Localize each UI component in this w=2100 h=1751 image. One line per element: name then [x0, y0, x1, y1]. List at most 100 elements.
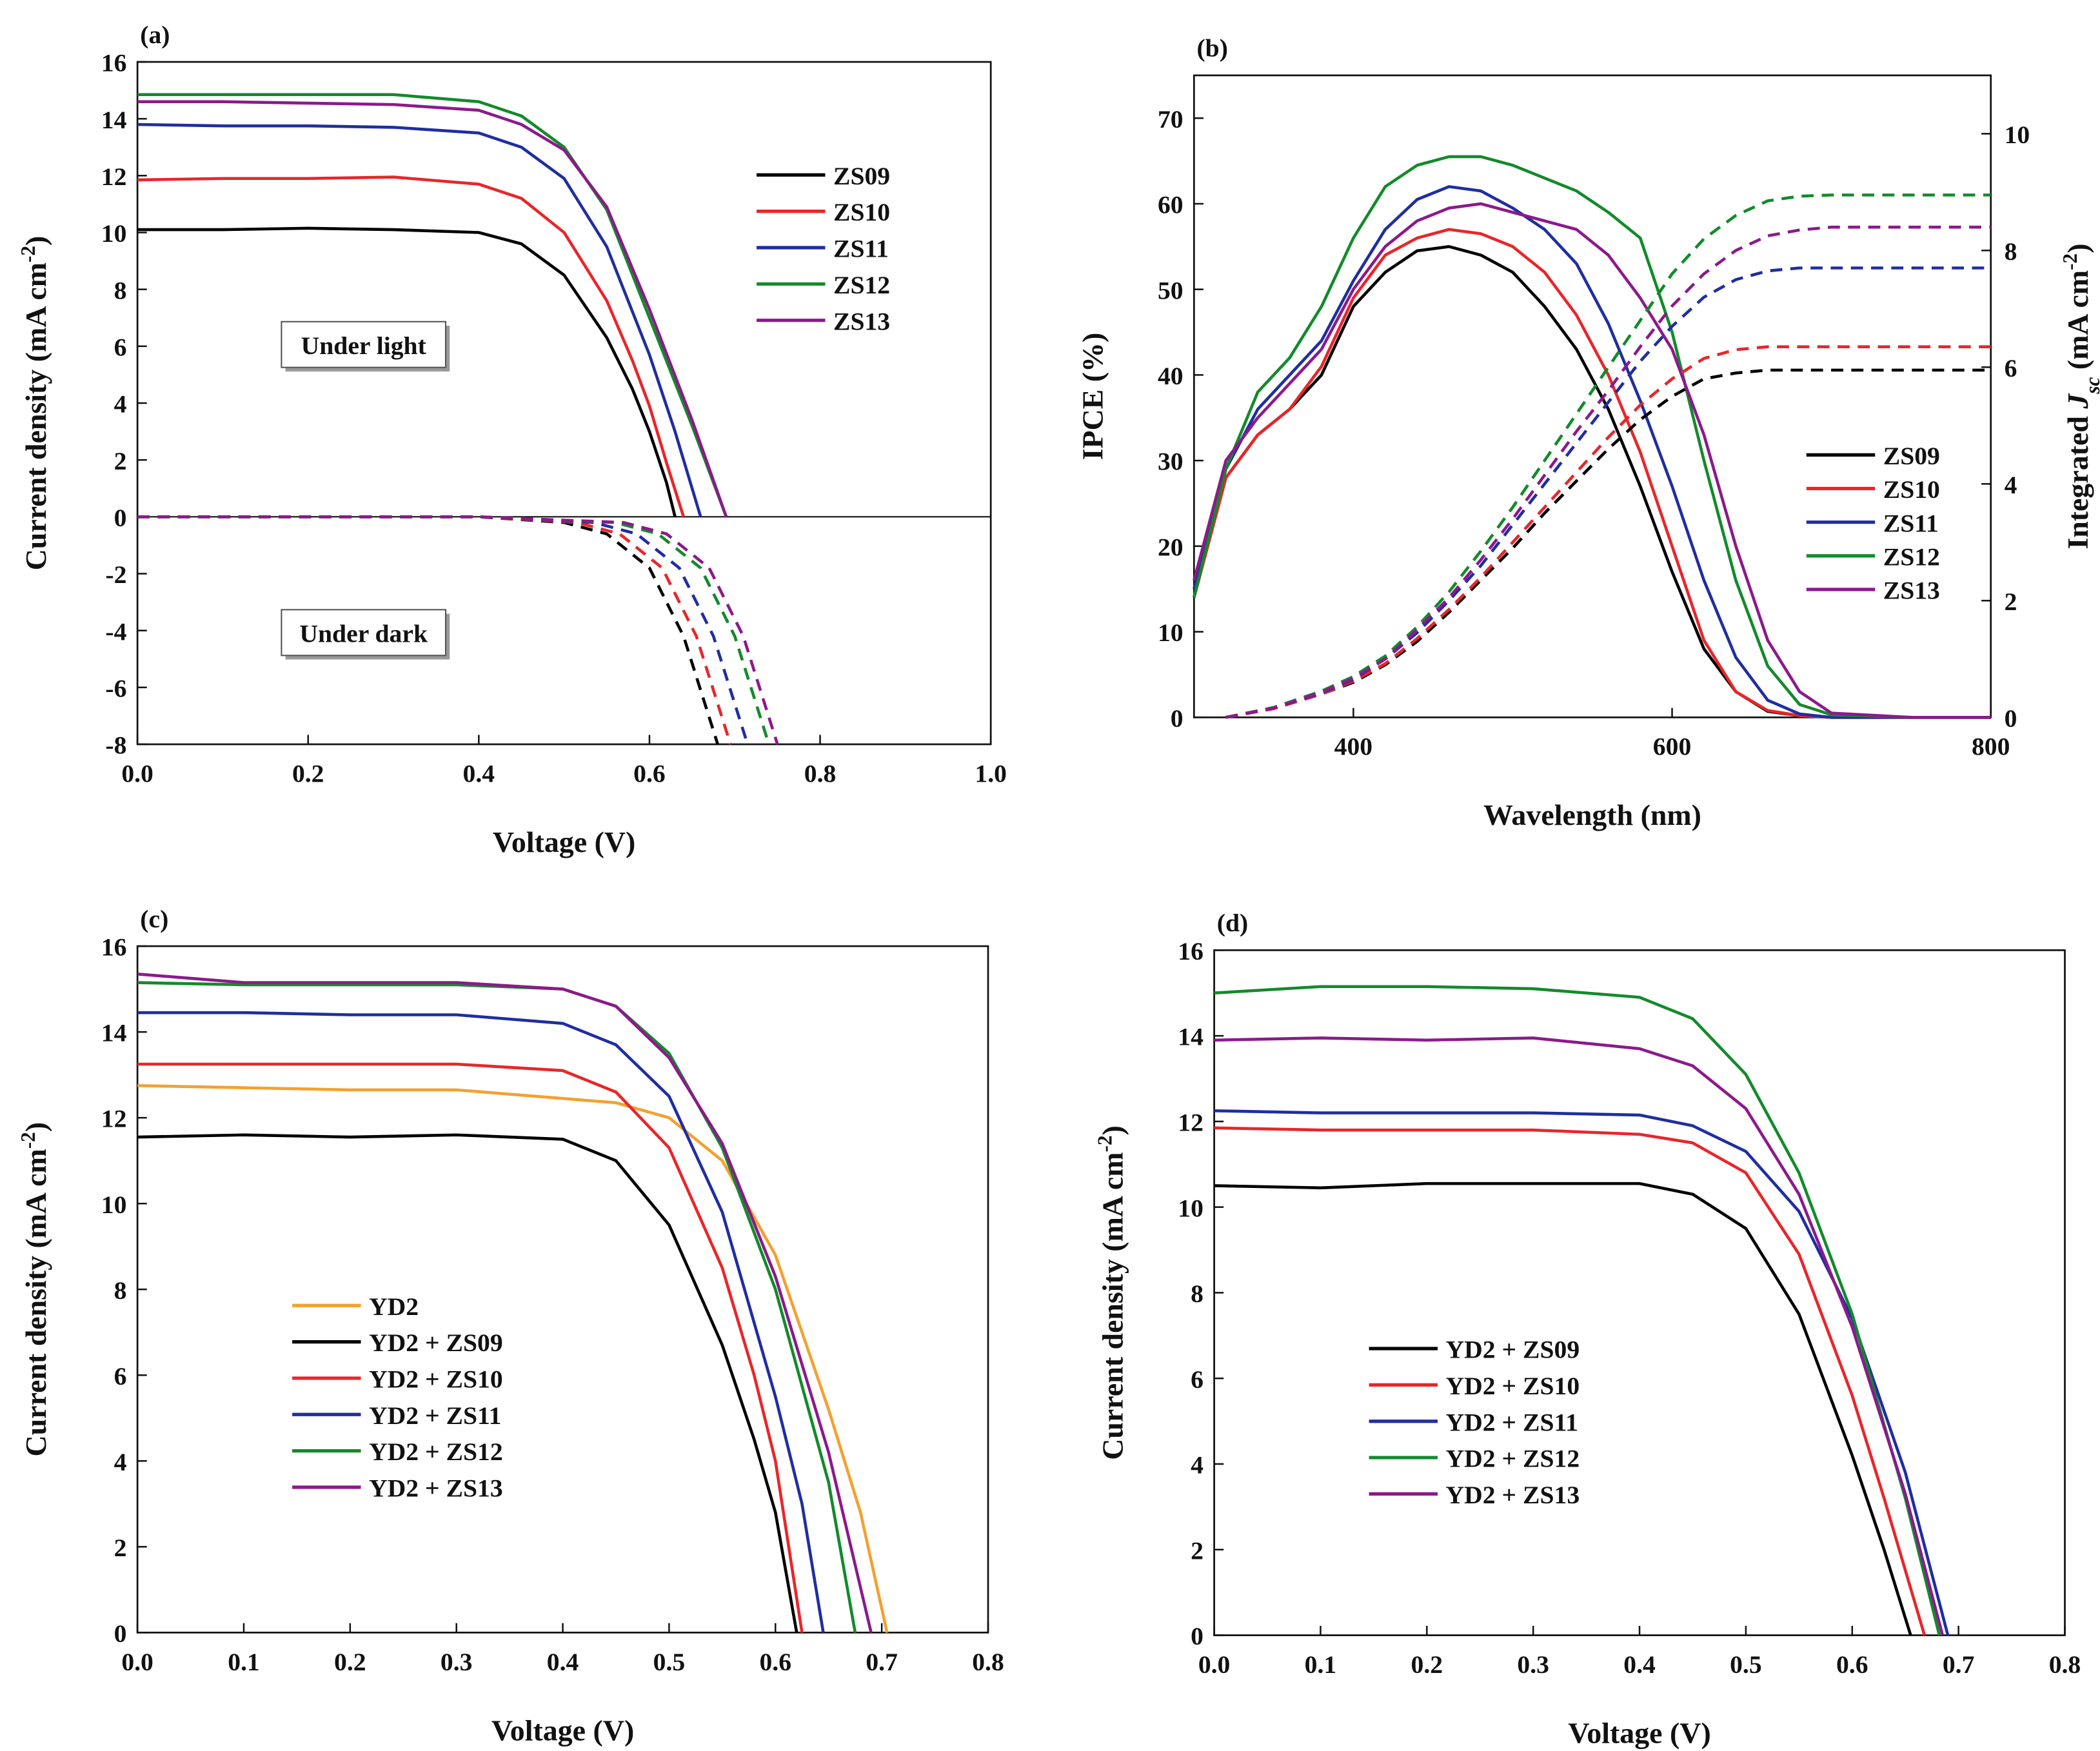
panel: 0.0 0.1 0.2 0.3 0.4 0.5 0.6 0.7 0.8 0 2 4 6 8 10 12 14 16…: [1093, 909, 2081, 1749]
y-tick-label: 10: [1178, 1194, 1204, 1222]
y-tick-label: -6: [105, 674, 126, 702]
line: [137, 973, 873, 1633]
y-tick-label: 6: [114, 1362, 127, 1390]
x-axis-title: Wavelength (nm): [1483, 798, 1701, 831]
plot-frame: [1213, 949, 2066, 1636]
x-tick-label: 0.8: [804, 759, 837, 787]
x-tick-label: 600: [1653, 733, 1691, 761]
line: [137, 123, 702, 518]
y-tick-label: 12: [101, 163, 127, 191]
label-part: Current density (mA cm: [19, 262, 52, 570]
x-tick-label: 400: [1334, 733, 1372, 761]
y-tick-label: 6: [114, 333, 127, 361]
y-tick-label: 16: [1178, 937, 1204, 965]
y-tick-label: 30: [1158, 448, 1184, 476]
y2-tick-label: 10: [2005, 121, 2030, 149]
x-tick-label: 0.1: [1305, 1650, 1337, 1679]
annotation-box: [281, 321, 447, 368]
legend-label: YD2 + ZS12: [369, 1438, 503, 1466]
dashed-line: [1225, 193, 1991, 719]
y-tick-label: 4: [114, 1448, 127, 1476]
y-tick-label: 12: [101, 1105, 127, 1133]
legend-label: YD2 + ZS09: [1446, 1336, 1580, 1364]
line: [137, 1083, 889, 1633]
y-tick-label: 2: [114, 447, 127, 475]
x-tick-label: 0.1: [228, 1648, 260, 1676]
legend-label: ZS10: [1883, 475, 1940, 504]
y2-tick-label: 2: [2005, 588, 2017, 616]
y2-axis-title: Integrated Jsc (mA cm-2): [2058, 244, 2100, 549]
y-tick-label: 50: [1158, 276, 1184, 304]
y-tick-label: 10: [101, 1191, 127, 1219]
panel: 0.0 0.2 0.4 0.6 0.8 1.0 -8 -6 -4 -2 0 2 4 6 8 10 12 14 16 Z…: [17, 21, 1007, 858]
line: [1214, 985, 1941, 1636]
x-tick-label: 0.6: [760, 1648, 792, 1676]
dashed-line: [137, 515, 719, 745]
y-tick-label: 14: [1178, 1023, 1204, 1051]
label-part: Integrated: [2061, 409, 2094, 549]
legend-label: YD2 + ZS10: [369, 1365, 503, 1394]
y-tick-label: -8: [105, 731, 126, 760]
y2-tick-label: 6: [2005, 354, 2017, 382]
x-tick-label: 0.2: [334, 1648, 366, 1676]
y-tick-label: 0: [1171, 704, 1184, 733]
line: [1214, 1126, 1927, 1636]
y-tick-label: 16: [101, 933, 127, 962]
line: [1193, 155, 1991, 719]
line: [1193, 228, 1991, 719]
legend-label: YD2 + ZS12: [1446, 1445, 1580, 1473]
y-tick-label: 0: [114, 504, 127, 532]
line: [1214, 1182, 1912, 1636]
legend-label: YD2: [369, 1292, 419, 1321]
y-tick-label: -2: [105, 560, 126, 589]
legend-label: YD2 + ZS13: [369, 1474, 503, 1503]
plot-frame: [1193, 74, 1992, 718]
line: [137, 175, 686, 518]
y-tick-label: 2: [1191, 1536, 1204, 1565]
x-tick-label: 0.3: [441, 1648, 473, 1676]
label-part: ): [1096, 1125, 1129, 1135]
legend-label: ZS09: [1883, 442, 1940, 470]
x-tick-label: 0.8: [972, 1648, 1004, 1676]
x-tick-label: 1.0: [975, 759, 1007, 787]
line: [137, 1133, 798, 1633]
annotation: Under dark: [299, 619, 428, 648]
legend-label: YD2 + ZS09: [369, 1329, 503, 1357]
legend-label: ZS10: [833, 198, 890, 226]
x-tick-label: 0.5: [653, 1648, 686, 1676]
y-tick-label: 8: [114, 1276, 127, 1305]
label-part: sc: [2081, 377, 2100, 395]
y-tick-label: 4: [114, 390, 127, 419]
legend-label: ZS13: [833, 307, 890, 335]
y-tick-label: 4: [1191, 1451, 1204, 1479]
panel-label: (a): [140, 21, 170, 49]
line: [137, 100, 728, 518]
plot-frame: [136, 945, 989, 1634]
x-tick-label: 0.7: [1943, 1650, 1975, 1679]
dashed-line: [1225, 345, 1991, 719]
y-tick-label: -4: [105, 617, 126, 646]
x-tick-label: 0.5: [1730, 1650, 1762, 1679]
x-tick-label: 0.0: [121, 759, 154, 787]
x-tick-label: 0.8: [2049, 1650, 2081, 1679]
dashed-line: [137, 515, 779, 745]
y-tick-label: 2: [114, 1534, 127, 1562]
x-tick-label: 0.3: [1517, 1650, 1549, 1679]
y-tick-label: 6: [1191, 1365, 1204, 1394]
y-tick-label: 0: [114, 1619, 127, 1648]
y-tick-label: 8: [114, 276, 127, 304]
annotation-box: [281, 609, 447, 657]
panel-label: (d): [1217, 909, 1248, 937]
x-tick-label: 0.4: [463, 759, 495, 787]
y-tick-label: 8: [1191, 1280, 1204, 1308]
y-axis-title: Current density (mA cm-2): [1093, 1125, 1129, 1460]
panel-label: (c): [140, 905, 168, 933]
line: [1214, 1036, 1945, 1636]
panel-label: (b): [1196, 34, 1227, 63]
label-part: J: [2061, 393, 2094, 410]
label-part: IPCE (%): [1076, 333, 1109, 460]
y-tick-label: 10: [101, 219, 127, 248]
panel: 400 600 8000102030405060700246810ZS09ZS10Z…: [1076, 34, 2100, 832]
y2-tick-label: 8: [2005, 237, 2017, 266]
